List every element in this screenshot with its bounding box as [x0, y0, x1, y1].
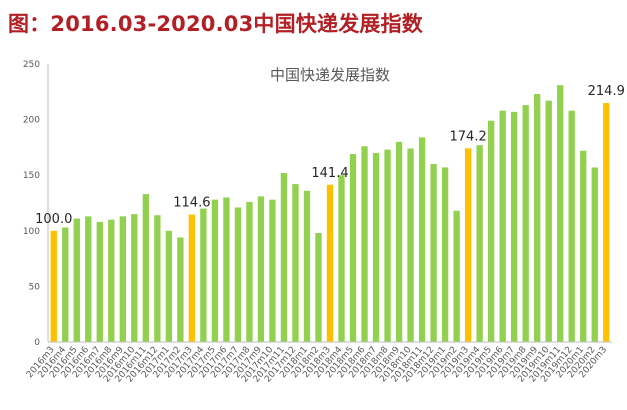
bar-2016m5 [73, 218, 80, 342]
y-tick-label: 150 [23, 171, 40, 181]
data-label-2020m3: 214.9 [588, 84, 625, 99]
chart-title: 中国快递发展指数 [270, 66, 390, 84]
bar-2016m9 [119, 216, 126, 342]
bar-2016m8 [108, 219, 115, 342]
bar-2016m7 [96, 221, 103, 342]
bar-2018m6 [361, 146, 368, 342]
bar-2016m4 [62, 227, 69, 342]
bar-2016m3 [50, 230, 57, 342]
bar-2017m9 [257, 196, 265, 342]
bar-2019m2 [453, 210, 460, 342]
x-axis: 2016m32016m42016m52016m62016m72016m82016… [25, 341, 612, 384]
bar-2017m11 [280, 172, 288, 342]
bar-2019m11 [557, 85, 564, 342]
bar-2019m7 [511, 111, 518, 342]
chart-svg: 中国快递发展指数 0 50 100 150 200 250 100.0 114.6 141.4… [23, 60, 625, 384]
bar-2018m11 [418, 137, 426, 342]
bar-2017m1 [165, 230, 173, 342]
data-labels: 100.0 114.6 141.4 174.2 214.9 [35, 84, 625, 227]
figure-title: 图：2016.03-2020.03中国快递发展指数 [8, 12, 424, 36]
bar-2018m5 [349, 154, 357, 342]
bar-2019m12 [568, 110, 575, 342]
bar-2018m10 [407, 148, 414, 342]
bar-2017m4 [200, 208, 207, 342]
bar-2016m12 [154, 215, 161, 342]
bar-2016m10 [131, 214, 138, 342]
bar-2018m9 [395, 141, 403, 342]
bar-2019m9 [534, 94, 541, 342]
bar-2018m4 [338, 175, 345, 342]
bar-2019m5 [487, 120, 495, 343]
data-label-2017m3: 114.6 [173, 196, 210, 211]
bar-2016m6 [85, 216, 92, 342]
bar-2020m1 [580, 150, 587, 342]
bar-2019m6 [499, 110, 506, 342]
bar-2017m6 [223, 197, 230, 342]
bar-2020m3 [603, 103, 610, 342]
bars [50, 85, 610, 343]
data-label-2016m3: 100.0 [35, 212, 72, 227]
bar-2019m4 [476, 145, 483, 342]
bar-2017m8 [246, 201, 253, 342]
bar-2017m5 [211, 199, 219, 342]
bar-2019m8 [522, 105, 529, 342]
bar-2020m2 [591, 167, 598, 342]
bar-2019m10 [545, 100, 552, 342]
y-axis: 0 50 100 150 200 250 [23, 60, 49, 348]
bar-chart: 中国快递发展指数 0 50 100 150 200 250 100.0 114.6 141.4… [0, 48, 627, 410]
bar-2017m2 [177, 237, 184, 342]
y-tick-label: 200 [23, 116, 40, 126]
bar-2019m3 [464, 148, 472, 342]
data-label-2018m3: 141.4 [311, 166, 348, 181]
bar-2017m12 [292, 184, 299, 342]
y-tick-label: 50 [29, 282, 41, 292]
bar-2019m1 [441, 167, 449, 342]
bar-2017m10 [269, 199, 276, 342]
data-label-2019m3: 174.2 [450, 129, 487, 144]
bar-2018m7 [372, 152, 380, 342]
bar-2018m8 [384, 149, 391, 342]
y-tick-label: 250 [23, 60, 40, 70]
bar-2018m1 [303, 190, 311, 342]
bar-2018m2 [315, 233, 322, 342]
bar-2017m3 [188, 214, 196, 342]
y-tick-label: 100 [23, 227, 40, 237]
bar-2018m12 [430, 164, 437, 342]
bar-2016m11 [142, 194, 149, 342]
bar-2017m7 [234, 207, 242, 342]
bar-2018m3 [326, 184, 334, 342]
y-tick-label: 0 [34, 338, 40, 348]
